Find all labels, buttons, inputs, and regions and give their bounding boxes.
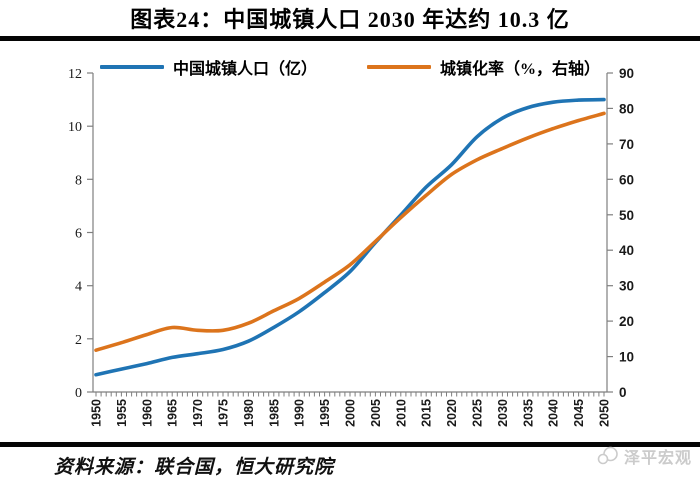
legend-label-urbanization-rate: 城镇化率（%，右轴）: [440, 61, 601, 78]
zeping-macro-logo-icon: [597, 446, 618, 465]
y-axis-left-tick-label: 10: [68, 120, 82, 135]
x-axis-tick-label: 1970: [191, 399, 205, 427]
x-axis-tick-label: 1975: [217, 399, 231, 427]
x-axis-tick-label: 1995: [318, 399, 332, 427]
y-axis-left-tick-label: 4: [75, 280, 82, 295]
y-axis-left-ticks: [87, 72, 93, 393]
x-axis-tick-label: 1965: [166, 399, 180, 427]
chart-title: 图表24：中国城镇人口 2030 年达约 10.3 亿: [130, 7, 570, 32]
brand-watermark-text: 泽平宏观: [623, 450, 692, 467]
legend-item-urban-population: 中国城镇人口（亿）: [99, 55, 317, 79]
y-axis-left-labels: 0 2 4 6 8 10 12: [68, 67, 82, 401]
x-axis-tick-label: 1955: [115, 399, 129, 427]
x-axis-tick-label: 1980: [242, 399, 256, 427]
x-axis-tick-label: 1990: [293, 399, 307, 427]
x-axis-tick-label: 2035: [521, 399, 535, 427]
y-axis-right-tick-label: 0: [619, 385, 627, 400]
x-axis-tick-label: 2045: [572, 399, 586, 427]
series-urbanization-rate-line: [94, 111, 606, 352]
y-axis-right-labels: 0 10 20 30 40 50 60 70 80 90: [619, 66, 634, 400]
x-axis-tick-label: 2015: [420, 399, 434, 427]
x-axis-tick-label: 2010: [394, 399, 408, 427]
x-axis-tick-label: 2050: [598, 399, 612, 427]
y-axis-right-tick-label: 10: [619, 350, 634, 365]
legend-item-urbanization-rate: 城镇化率（%，右轴）: [367, 55, 600, 79]
y-axis-left-tick-label: 0: [75, 386, 82, 401]
x-axis-tick-label: 1985: [267, 399, 281, 427]
y-axis-right-tick-label: 40: [619, 243, 634, 258]
y-axis-right-tick-label: 80: [619, 101, 634, 116]
x-axis-tick-label: 2040: [547, 399, 561, 427]
x-axis-tick-label: 2000: [344, 399, 358, 427]
urban-population-line-swatch: [99, 65, 164, 69]
x-axis-tick-label: 2020: [445, 399, 459, 427]
y-axis-left-tick-label: 8: [75, 173, 82, 188]
x-axis-tick-label: 1960: [140, 399, 154, 427]
x-axis-labels: 1950 1955 1960 1965 1970 1975 1980 1985 1990 1995…: [90, 399, 612, 427]
x-axis-tick-label: 2025: [471, 399, 485, 427]
y-axis-left-tick-label: 2: [75, 333, 82, 348]
brand-watermark: 泽平宏观: [597, 444, 692, 468]
x-axis-tick-label: 2005: [369, 399, 383, 427]
series-urban-population-line: [94, 97, 606, 377]
x-axis-tick-label: 2030: [496, 399, 510, 427]
y-axis-right-tick-label: 90: [619, 66, 634, 81]
y-axis-right-ticks: [607, 72, 613, 393]
legend-label-urban-population: 中国城镇人口（亿）: [172, 61, 317, 78]
x-axis-tick-label: 1950: [90, 399, 104, 427]
axes: [92, 73, 608, 393]
data-source-note: 资料来源：联合国，恒大研究院: [54, 457, 335, 478]
urbanization-rate-line-swatch: [367, 65, 431, 69]
title-divider-rule: [0, 36, 700, 41]
y-axis-right-tick-label: 20: [619, 314, 634, 329]
y-axis-left-tick-label: 6: [75, 227, 82, 242]
x-axis-minor-ticks: [95, 392, 605, 397]
y-axis-right-tick-label: 60: [619, 172, 634, 187]
y-axis-right-tick-label: 70: [619, 137, 634, 152]
footer-divider-rule: [0, 442, 700, 447]
y-axis-right-tick-label: 50: [619, 208, 634, 223]
y-axis-right-tick-label: 30: [619, 279, 634, 294]
chart-legend: 中国城镇人口（亿） 城镇化率（%，右轴）: [0, 55, 700, 79]
y-axis-left-tick-label: 12: [68, 67, 82, 82]
